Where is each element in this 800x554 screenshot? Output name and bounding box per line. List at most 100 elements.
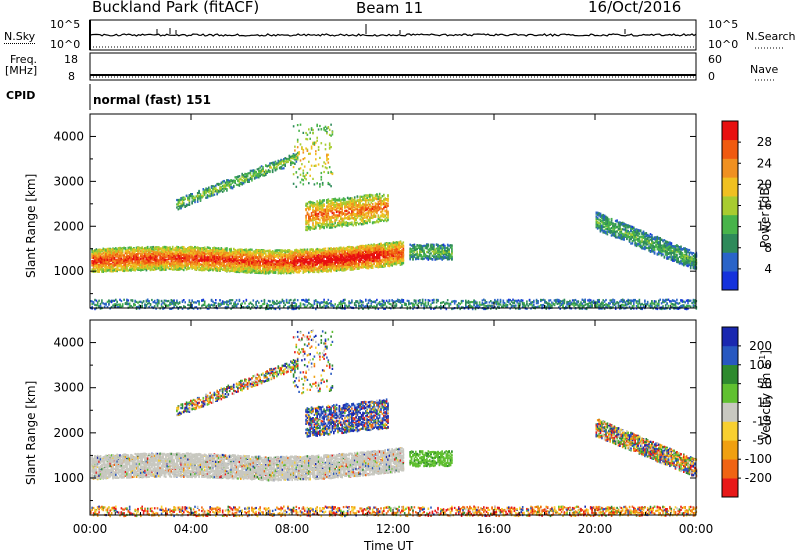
echo-cell (97, 259, 99, 261)
echo-cell (101, 301, 103, 303)
echo-cell (161, 303, 163, 305)
echo-cell (114, 248, 116, 250)
echo-cell (129, 251, 131, 253)
echo-cell (159, 257, 161, 259)
echo-cell (129, 254, 131, 256)
echo-cell (134, 259, 136, 261)
echo-cell (136, 261, 138, 263)
echo-cell (140, 253, 142, 255)
echo-cell (161, 257, 163, 259)
echo-cell (155, 302, 157, 304)
echo-cell (161, 300, 163, 302)
echo-cell (129, 264, 131, 266)
echo-cell (158, 261, 160, 263)
echo-cell (118, 262, 120, 264)
echo-cell (141, 257, 143, 259)
echo-cell (148, 248, 150, 250)
echo-cell (98, 300, 100, 302)
echo-cell (164, 246, 166, 248)
echo-cell (164, 251, 166, 253)
echo-cell (125, 267, 127, 269)
echo-cell (144, 255, 146, 257)
echo-cell (109, 300, 111, 302)
echo-cell (128, 260, 130, 262)
echo-cell (128, 299, 130, 301)
echo-cell (132, 260, 134, 262)
echo-cell (165, 246, 167, 248)
echo-cell (126, 266, 128, 268)
echo-cell (126, 303, 128, 305)
echo-cell (151, 248, 153, 250)
echo-cell (111, 300, 113, 302)
echo-cell (166, 305, 168, 307)
echo-cell (153, 263, 155, 265)
echo-cell (166, 264, 168, 266)
echo-cell (136, 266, 138, 268)
echo-cell (141, 302, 143, 304)
echo-cell (155, 255, 157, 257)
echo-cell (162, 250, 164, 252)
echo-cell (153, 269, 155, 271)
echo-cell (150, 246, 152, 248)
echo-cell (128, 265, 130, 267)
echo-cell (150, 249, 152, 251)
echo-cell (154, 269, 156, 271)
echo-cell (105, 249, 107, 251)
echo-cell (103, 263, 105, 265)
echo-cell (153, 256, 155, 258)
echo-cell (126, 261, 128, 263)
echo-cell (91, 303, 93, 305)
echo-cell (123, 260, 125, 262)
echo-cell (107, 253, 109, 255)
echo-cell (155, 266, 157, 268)
echo-cell (159, 263, 161, 265)
echo-cell (150, 258, 152, 260)
echo-cell (161, 251, 163, 253)
echo-cell (122, 303, 124, 305)
echo-cell (100, 269, 102, 271)
echo-cell (100, 249, 102, 251)
echo-cell (137, 260, 139, 262)
echo-cell (109, 254, 111, 256)
echo-cell (109, 270, 111, 272)
echo-cell (134, 264, 136, 266)
echo-cell (104, 259, 106, 261)
echo-cell (132, 248, 134, 250)
echo-cell (164, 261, 166, 263)
echo-cell (130, 299, 132, 301)
echo-cell (107, 256, 109, 258)
echo-cell (136, 258, 138, 260)
echo-cell (125, 248, 127, 250)
echo-cell (122, 267, 124, 269)
echo-cell (164, 302, 166, 304)
echo-cell (94, 299, 96, 301)
echo-cell (114, 260, 116, 262)
echo-cell (164, 257, 166, 259)
echo-cell (93, 251, 95, 253)
echo-cell (104, 303, 106, 305)
echo-cell (103, 255, 105, 257)
echo-cell (118, 250, 120, 252)
echo-cell (123, 255, 125, 257)
echo-cell (119, 269, 121, 271)
echo-cell (112, 265, 114, 267)
echo-cell (140, 301, 142, 303)
echo-cell (129, 246, 131, 248)
echo-cell (129, 269, 131, 271)
echo-cell (105, 270, 107, 272)
echo-cell (97, 265, 99, 267)
echo-cell (158, 263, 160, 265)
echo-cell (100, 303, 102, 305)
echo-cell (115, 299, 117, 301)
echo-cell (161, 269, 163, 271)
echo-cell (91, 255, 93, 257)
echo-cell (116, 301, 118, 303)
echo-cell (100, 257, 102, 259)
echo-cell (134, 254, 136, 256)
echo-cell (153, 252, 155, 254)
echo-cell (143, 250, 145, 252)
echo-cell (105, 259, 107, 261)
echo-cell (168, 267, 170, 269)
echo-cell (130, 253, 132, 255)
echo-cell (154, 251, 156, 253)
